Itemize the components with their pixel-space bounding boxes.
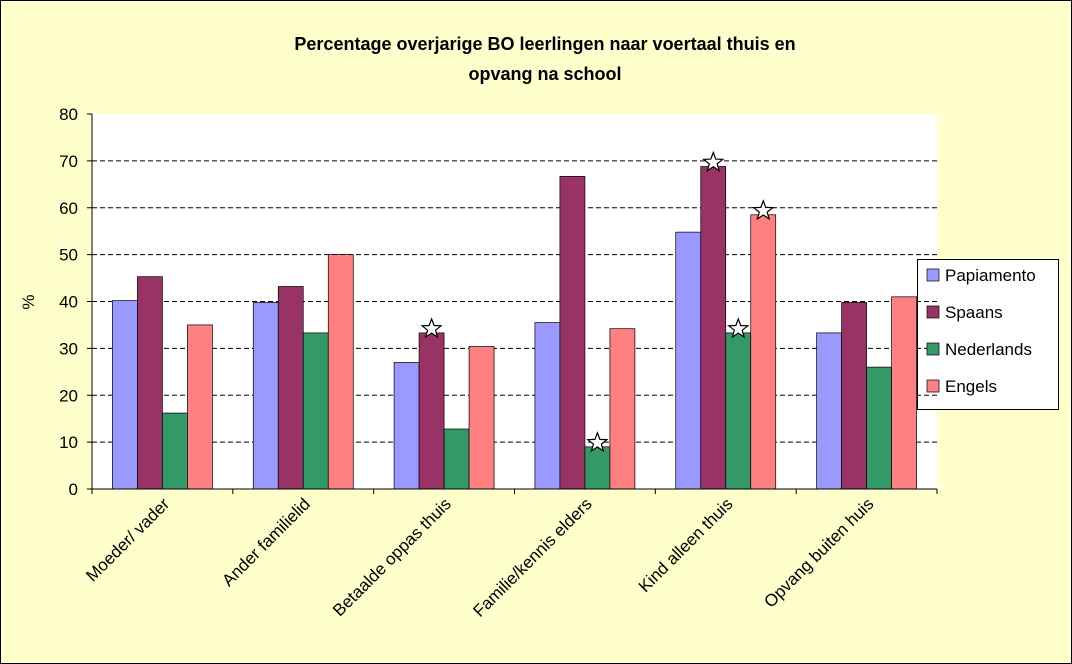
y-tick-label: 70 — [59, 152, 78, 171]
bar — [700, 166, 727, 490]
bar — [725, 332, 752, 490]
bar — [418, 332, 445, 490]
bar — [534, 322, 561, 490]
bar — [841, 302, 867, 490]
bar — [816, 332, 842, 490]
significance-star — [586, 431, 609, 453]
bar — [675, 231, 702, 490]
y-axis-label: % — [19, 294, 38, 309]
chart-title: opvang na school — [468, 64, 621, 84]
bar — [559, 175, 586, 490]
bar — [393, 362, 420, 490]
legend-swatch — [926, 268, 940, 282]
legend-swatch — [926, 305, 940, 319]
legend-label: Engels — [945, 377, 997, 396]
bar — [891, 296, 917, 490]
legend-swatch — [926, 379, 940, 393]
y-tick-label: 60 — [59, 199, 78, 218]
y-tick-label: 20 — [59, 386, 78, 405]
bar — [750, 214, 777, 490]
bar — [112, 300, 138, 490]
bar — [609, 328, 636, 490]
significance-star — [702, 150, 725, 173]
bar — [162, 412, 188, 490]
bar — [468, 346, 495, 490]
legend-swatch — [926, 342, 940, 356]
plot-area — [92, 114, 937, 489]
y-tick-label: 50 — [59, 246, 78, 265]
bar — [443, 428, 470, 490]
bar — [277, 286, 304, 490]
legend-label: Papiamento — [945, 266, 1036, 285]
bar — [584, 446, 611, 490]
significance-star — [752, 199, 775, 221]
bar — [866, 366, 892, 490]
legend — [917, 259, 1059, 410]
y-tick-label: 30 — [59, 339, 78, 358]
legend-label: Spaans — [945, 303, 1003, 322]
bar — [137, 276, 163, 490]
y-tick-label: 40 — [59, 293, 78, 312]
y-tick-label: 80 — [59, 105, 78, 124]
legend-label: Nederlands — [945, 340, 1032, 359]
y-tick-label: 10 — [59, 433, 78, 452]
y-tick-label: 0 — [69, 480, 78, 499]
significance-star — [420, 317, 443, 339]
bar — [327, 254, 354, 490]
bar — [302, 332, 329, 490]
significance-star — [727, 317, 750, 339]
bar — [187, 324, 213, 490]
bar — [252, 302, 279, 490]
chart-title: Percentage overjarige BO leerlingen naar… — [294, 34, 795, 54]
